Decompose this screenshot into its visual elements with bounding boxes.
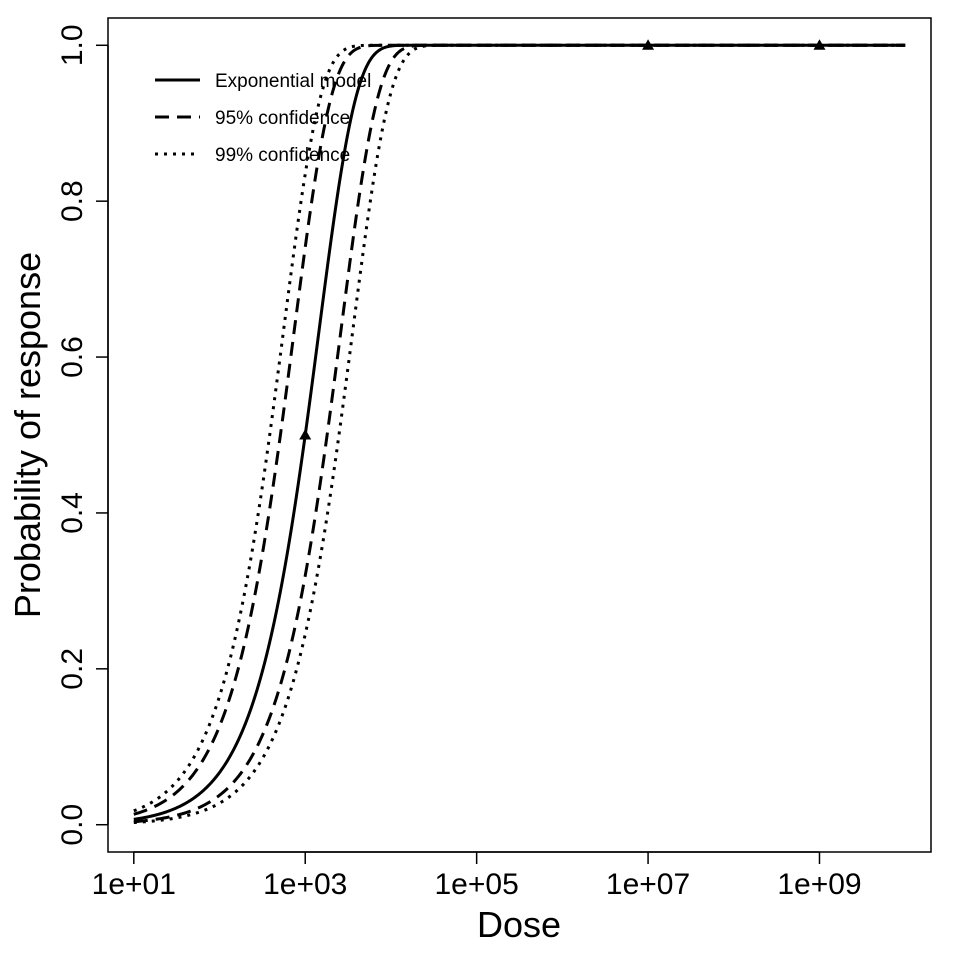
legend-label: 99% confidence bbox=[215, 145, 350, 166]
data-point-triangle bbox=[299, 429, 312, 440]
legend-label: Exponential model bbox=[215, 71, 371, 92]
data-point-triangle bbox=[813, 39, 826, 50]
y-tick-label: 0.2 bbox=[56, 648, 89, 690]
y-tick-label: 0.6 bbox=[56, 336, 89, 378]
x-tick-label: 1e+01 bbox=[92, 868, 176, 901]
series-line-dotted-3 bbox=[133, 43, 906, 813]
y-axis-label: Probability of response bbox=[7, 252, 48, 618]
legend: Exponential model 95% confidence 99% confi… bbox=[155, 71, 371, 166]
x-tick-label: 1e+07 bbox=[606, 868, 690, 901]
legend-label: 95% confidence bbox=[215, 108, 350, 129]
y-tick-label: 0.0 bbox=[56, 804, 89, 846]
x-axis-label: Dose bbox=[477, 904, 561, 945]
x-axis: 1e+01 1e+03 1e+05 1e+07 1e+09 bbox=[92, 851, 862, 901]
y-tick-label: 0.4 bbox=[56, 492, 89, 534]
series-layer bbox=[133, 43, 906, 825]
plot-frame bbox=[107, 17, 932, 853]
x-tick-label: 1e+05 bbox=[435, 868, 519, 901]
y-tick-label: 0.8 bbox=[56, 180, 89, 222]
y-tick-label: 1.0 bbox=[56, 24, 89, 66]
x-tick-label: 1e+09 bbox=[777, 868, 861, 901]
observed-points bbox=[299, 39, 826, 440]
y-axis: 0.0 0.2 0.4 0.6 0.8 1.0 bbox=[56, 24, 109, 846]
x-tick-label: 1e+03 bbox=[263, 868, 347, 901]
data-point-triangle bbox=[642, 39, 655, 50]
